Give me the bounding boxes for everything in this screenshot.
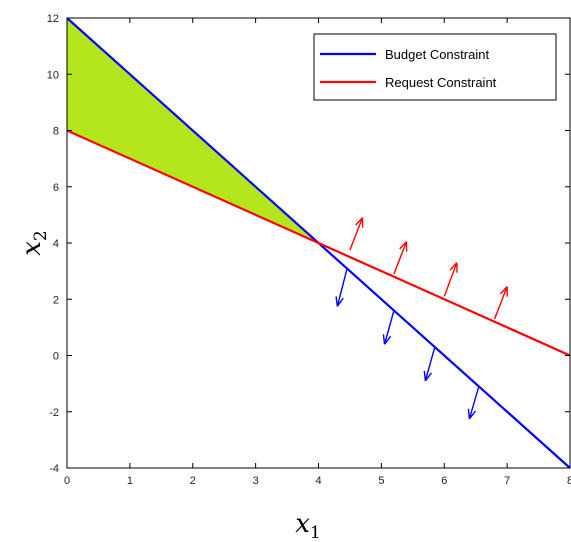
legend-box	[313, 33, 557, 101]
x-tick-label: 5	[378, 475, 384, 487]
y-axis-subscript: 2	[31, 230, 51, 241]
x-axis-title: x1	[295, 509, 321, 542]
constraint-arrow-6	[423, 346, 436, 382]
series-line-1	[66, 129, 571, 357]
plot-area	[66, 17, 571, 469]
legend-label: Budget Constraint	[385, 47, 489, 62]
x-tick-label: 0	[64, 475, 70, 487]
constraint-arrow-7	[467, 386, 480, 420]
y-tick-label: 4	[53, 238, 59, 250]
x-tick-label: 3	[253, 475, 259, 487]
constraint-arrow-4	[335, 269, 348, 307]
x-axis-subscript: 1	[310, 523, 321, 542]
legend: Budget Constraint Request Constraint	[313, 33, 557, 101]
constraint-arrow-5	[382, 310, 395, 345]
constraint-arrow-3	[493, 286, 508, 320]
y-tick-label: 12	[47, 13, 59, 25]
y-axis-label: x	[17, 241, 47, 256]
y-tick-label: 2	[53, 294, 59, 306]
x-tick-label: 4	[315, 475, 321, 487]
y-axis-title: x2	[17, 230, 51, 256]
x-axis-label: x	[295, 509, 310, 539]
y-tick-label: 6	[53, 182, 59, 194]
constraint-arrow-2	[443, 262, 458, 297]
x-tick-label: 7	[504, 475, 510, 487]
x-tick-label: 8	[567, 475, 571, 487]
x-tick-label: 1	[127, 475, 133, 487]
constraint-arrow-0	[349, 217, 364, 251]
x-tick-label: 6	[441, 475, 447, 487]
y-tick-label: 8	[53, 126, 59, 138]
y-tick-label: 0	[53, 351, 59, 363]
legend-label: Request Constraint	[385, 75, 497, 90]
constraint-arrow-1	[393, 241, 408, 275]
y-tick-label: -4	[49, 463, 59, 475]
y-tick-label: -2	[49, 407, 59, 419]
x-tick-label: 2	[190, 475, 196, 487]
y-tick-label: 10	[47, 69, 59, 81]
